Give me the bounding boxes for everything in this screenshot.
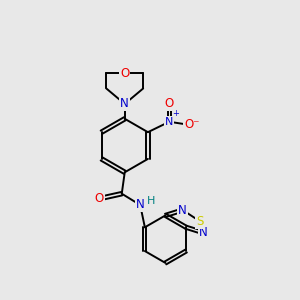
Text: H: H	[147, 196, 156, 206]
Text: N: N	[178, 203, 187, 217]
Text: N: N	[120, 98, 129, 110]
Text: O: O	[94, 192, 104, 205]
Text: N: N	[199, 226, 208, 239]
Text: O⁻: O⁻	[184, 118, 200, 131]
Text: S: S	[196, 215, 204, 228]
Text: N: N	[165, 117, 173, 127]
Text: N: N	[136, 199, 145, 212]
Text: +: +	[172, 109, 179, 118]
Text: O: O	[165, 98, 174, 110]
Text: O: O	[120, 67, 129, 80]
